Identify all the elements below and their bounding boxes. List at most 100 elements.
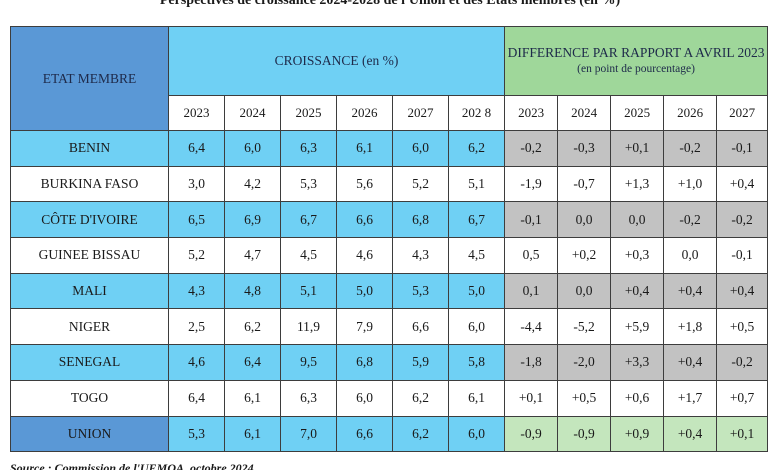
difference-value: +0,4 xyxy=(716,272,769,310)
difference-value: +5,9 xyxy=(610,308,665,346)
growth-year-header: 2024 xyxy=(224,95,281,131)
difference-value: +0,4 xyxy=(663,272,718,310)
header-row: ETAT MEMBRE CROISSANCE (en %) DIFFERENCE… xyxy=(10,26,769,131)
growth-value: 3,0 xyxy=(168,165,225,203)
difference-value: 0,5 xyxy=(504,237,559,274)
difference-value: -0,3 xyxy=(557,130,612,167)
difference-value: +0,2 xyxy=(557,237,612,274)
table-row: TOGO 6,4 6,1 6,3 6,0 6,2 6,1 +0,1 +0,5 +0,6 +1,7 +0… xyxy=(10,379,769,417)
difference-value: +1,3 xyxy=(610,165,665,203)
difference-value: +1,0 xyxy=(663,165,718,203)
difference-value: -0,7 xyxy=(557,165,612,203)
growth-value: 6,6 xyxy=(336,415,393,453)
difference-value: +0,5 xyxy=(716,308,769,346)
growth-value: 6,0 xyxy=(224,130,281,167)
growth-value: 6,9 xyxy=(224,201,281,239)
difference-value: 0,0 xyxy=(557,201,612,239)
growth-value: 6,4 xyxy=(168,130,225,167)
growth-value: 4,6 xyxy=(168,344,225,381)
difference-value: +0,7 xyxy=(716,379,769,417)
growth-value: 7,0 xyxy=(280,415,337,453)
difference-value: -0,2 xyxy=(504,130,559,167)
growth-value: 6,7 xyxy=(447,201,506,239)
growth-value: 6,1 xyxy=(224,415,281,453)
difference-value: +0,4 xyxy=(610,272,665,310)
difference-value: +0,6 xyxy=(610,379,665,417)
difference-value: -5,2 xyxy=(557,308,612,346)
table-row: SENEGAL 4,6 6,4 9,5 6,8 5,9 5,8 -1,8 -2,0 +3,3 +0,… xyxy=(10,344,769,381)
table-row: NIGER 2,5 6,2 11,9 7,9 6,6 6,0 -4,4 -5,2 +5,9 +1,8… xyxy=(10,308,769,346)
diff-year-header: 2027 xyxy=(716,95,769,131)
difference-value: -1,9 xyxy=(504,165,559,203)
country-name: GUINEE BISSAU xyxy=(10,237,169,274)
growth-value: 6,3 xyxy=(280,130,337,167)
table-row: BENIN 6,4 6,0 6,3 6,1 6,0 6,2 -0,2 -0,3 +0,1 -0,2-… xyxy=(10,130,769,167)
growth-value: 6,2 xyxy=(224,308,281,346)
growth-year-header: 2026 xyxy=(336,95,393,131)
difference-value: 0,0 xyxy=(610,201,665,239)
growth-value: 6,0 xyxy=(392,130,449,167)
growth-value: 4,3 xyxy=(392,237,449,274)
growth-value: 5,1 xyxy=(280,272,337,310)
growth-value: 5,0 xyxy=(336,272,393,310)
growth-value: 6,7 xyxy=(280,201,337,239)
difference-value: 0,0 xyxy=(663,237,718,274)
difference-value: -4,4 xyxy=(504,308,559,346)
country-name: BURKINA FASO xyxy=(10,165,169,203)
diff-year-header: 2025 xyxy=(610,95,665,131)
difference-value: -0,9 xyxy=(557,415,612,453)
growth-value: 11,9 xyxy=(280,308,337,346)
difference-value: -2,0 xyxy=(557,344,612,381)
difference-value: 0,0 xyxy=(557,272,612,310)
country-name: MALI xyxy=(10,272,169,310)
growth-value: 6,8 xyxy=(392,201,449,239)
difference-value: +1,7 xyxy=(663,379,718,417)
difference-value: +0,4 xyxy=(663,344,718,381)
difference-value: +0,1 xyxy=(716,415,769,453)
growth-year-header: 202 8 xyxy=(447,95,506,131)
country-name: CÔTE D'IVOIRE xyxy=(10,201,169,239)
union-row: UNION 5,3 6,1 7,0 6,6 6,2 6,0 -0,9 -0,9 +0,9 +0,4 +… xyxy=(10,415,769,453)
difference-value: -0,2 xyxy=(663,201,718,239)
table-title: Perspectives de croissance 2024-2028 de … xyxy=(159,0,621,8)
country-name: SENEGAL xyxy=(10,344,169,381)
country-name: TOGO xyxy=(10,379,169,417)
growth-value: 6,1 xyxy=(336,130,393,167)
growth-value: 6,0 xyxy=(336,379,393,417)
source-note: Source : Commission de l'UEMOA, octobre … xyxy=(10,461,254,470)
difference-value: +0,9 xyxy=(610,415,665,453)
growth-year-header: 2027 xyxy=(392,95,449,131)
difference-value: -0,2 xyxy=(716,201,769,239)
growth-value: 5,8 xyxy=(447,344,506,381)
table-row: CÔTE D'IVOIRE 6,5 6,9 6,7 6,6 6,8 6,7 -0,1 0,0 0,… xyxy=(10,201,769,239)
growth-value: 4,2 xyxy=(224,165,281,203)
country-name: NIGER xyxy=(10,308,169,346)
growth-value: 2,5 xyxy=(168,308,225,346)
growth-value: 6,2 xyxy=(392,379,449,417)
difference-header-title: DIFFERENCE PAR RAPPORT A AVRIL 2023 xyxy=(507,45,765,60)
growth-value: 4,6 xyxy=(336,237,393,274)
growth-value: 5,2 xyxy=(392,165,449,203)
table-row: BURKINA FASO 3,0 4,2 5,3 5,6 5,2 5,1 -1,9 -0,7 +1… xyxy=(10,165,769,203)
difference-value: -0,2 xyxy=(663,130,718,167)
growth-value: 6,8 xyxy=(336,344,393,381)
difference-header-unit: (en point de pourcentage) xyxy=(577,63,695,75)
growth-value: 5,3 xyxy=(280,165,337,203)
year-row: 2023 2024 2025 2026 2027 202 8 2023 2024… xyxy=(11,95,769,131)
growth-value: 9,5 xyxy=(280,344,337,381)
difference-value: -0,1 xyxy=(504,201,559,239)
growth-value: 6,4 xyxy=(168,379,225,417)
difference-value: +3,3 xyxy=(610,344,665,381)
difference-value: -0,9 xyxy=(504,415,559,453)
difference-value: -0,1 xyxy=(716,237,769,274)
growth-value: 4,5 xyxy=(280,237,337,274)
growth-value: 6,1 xyxy=(224,379,281,417)
diff-year-header: 2026 xyxy=(663,95,718,131)
table-row: GUINEE BISSAU 5,2 4,7 4,5 4,6 4,3 4,5 0,5 +0,2 +0… xyxy=(10,237,769,274)
growth-value: 6,2 xyxy=(392,415,449,453)
growth-value: 6,5 xyxy=(168,201,225,239)
growth-value: 5,1 xyxy=(447,165,506,203)
growth-value: 5,3 xyxy=(168,415,225,453)
diff-year-header: 2023 xyxy=(504,95,559,131)
difference-value: -0,1 xyxy=(716,130,769,167)
